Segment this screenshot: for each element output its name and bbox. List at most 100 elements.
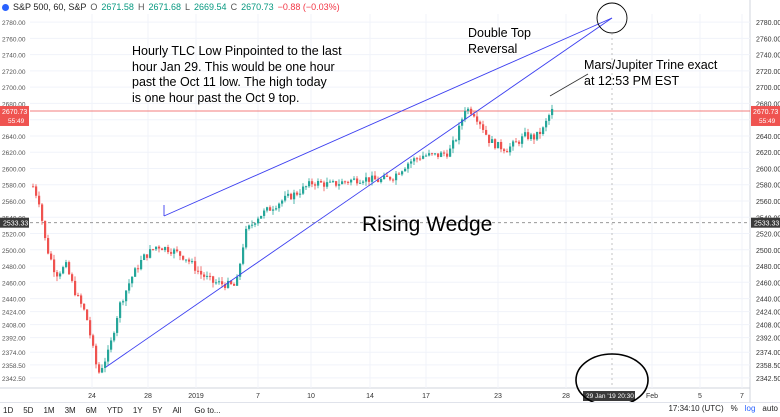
close-label: C (230, 2, 238, 12)
candle-body (437, 153, 440, 157)
range-ytd[interactable]: YTD (106, 405, 123, 415)
y-tick-label: 2740.00 (756, 53, 780, 60)
candle-body (467, 108, 470, 111)
candle-body (353, 178, 356, 180)
last-price-badge-left (0, 105, 29, 126)
y-tick-label-left: 2440.00 (2, 297, 26, 304)
y-tick-label: 2780.00 (756, 20, 780, 27)
y-tick-label: 2460.00 (756, 280, 780, 287)
candle-body (251, 224, 254, 226)
y-tick-label: 2440.00 (756, 297, 780, 304)
chart-grid (0, 0, 751, 402)
candle-body (434, 153, 437, 155)
candle-body (140, 259, 143, 270)
upper-wedge-line (163, 17, 613, 217)
candle-body (422, 155, 425, 159)
candle-body (134, 268, 137, 277)
candle-body (314, 184, 317, 186)
candle-body (50, 253, 53, 260)
candle-body (455, 140, 458, 142)
percent-toggle[interactable]: % (730, 404, 738, 413)
candle-body (41, 204, 44, 221)
candle-body (128, 283, 131, 291)
x-tick-label: 24 (88, 393, 96, 400)
candle-body (425, 155, 428, 157)
candle-body (371, 175, 374, 182)
y-tick-label: 2720.00 (756, 69, 780, 76)
level-badge-text: 2533.33 (754, 221, 779, 228)
candle-body (542, 127, 545, 135)
candle-body (305, 186, 308, 188)
y-tick-label-left: 2620.00 (2, 150, 26, 157)
y-tick-label: 2560.00 (756, 199, 780, 206)
candle-body (275, 208, 278, 210)
candle-body (278, 203, 281, 209)
double-top-line-2: Reversal (468, 41, 518, 56)
candle-body (395, 173, 398, 181)
y-tick-label: 2358.50 (756, 363, 780, 370)
rising-wedge-label: Rising Wedge (362, 213, 493, 236)
log-toggle[interactable]: log (744, 404, 756, 413)
lower-wedge-line (105, 17, 613, 368)
candle-body (413, 158, 416, 162)
range-5d[interactable]: 5D (23, 405, 34, 415)
candle-body (368, 177, 371, 182)
range-5y[interactable]: 5Y (152, 405, 163, 415)
candle-body (161, 248, 164, 251)
candle-body (446, 153, 449, 157)
candle-body (83, 303, 86, 310)
candle-body (122, 301, 125, 303)
candle-body (326, 182, 329, 187)
candle-body (260, 215, 263, 219)
candle-body (419, 158, 422, 160)
double-top-annotation: Double Top Reversal (468, 26, 531, 57)
candle-body (188, 259, 191, 262)
candle-body (194, 261, 197, 271)
candle-body (272, 209, 275, 211)
candle-body (374, 175, 377, 180)
candle-body (200, 270, 203, 275)
candle-body (383, 175, 386, 180)
range-1y[interactable]: 1Y (132, 405, 143, 415)
candle-body (410, 161, 413, 164)
candle-body (113, 332, 116, 341)
candle-body (104, 361, 107, 369)
go-to-button[interactable]: Go to... (194, 405, 221, 415)
candle-body (185, 259, 188, 261)
level-badge-right (751, 217, 780, 228)
low-value: 2669.54 (194, 2, 227, 12)
candle-body (308, 181, 311, 187)
y-tick-label-left: 2520.00 (2, 232, 26, 239)
countdown-text: 55:49 (8, 118, 25, 125)
candle-body (47, 238, 50, 254)
candle-body (191, 261, 194, 263)
candle-body (539, 131, 542, 135)
range-1m[interactable]: 1M (43, 405, 55, 415)
range-6m[interactable]: 6M (85, 405, 97, 415)
cursor-time-text: 29 Jan '19 20:30 (586, 393, 634, 400)
candle-body (125, 290, 128, 302)
y-tick-label-left: 2480.00 (2, 264, 26, 271)
candle-body (221, 281, 224, 285)
range-all[interactable]: All (172, 405, 182, 415)
candle-body (530, 134, 533, 140)
candle-body (503, 149, 506, 152)
range-3m[interactable]: 3M (64, 405, 76, 415)
x-tick-label: 2019 (188, 393, 204, 400)
auto-toggle[interactable]: auto (762, 404, 778, 413)
candle-body (56, 272, 59, 277)
tlc-line-3: past the Oct 11 low. The high today (132, 75, 327, 90)
candle-body (440, 152, 443, 157)
candle-body (236, 276, 239, 286)
range-1d[interactable]: 1D (3, 405, 14, 415)
price-axis: 2780.00 2780.00 2760.00 2760.00 2740.00 2740.… (0, 20, 780, 383)
y-tick-label: 2342.50 (756, 376, 780, 383)
candle-body (359, 182, 362, 184)
symbol-title[interactable]: S&P 500, 60, S&P (13, 2, 87, 12)
candle-body (116, 317, 119, 333)
candle-body (35, 186, 38, 196)
high-value: 2671.68 (148, 2, 181, 12)
y-tick-label-left: 2374.00 (2, 350, 26, 357)
footer-right: 17:34:10 (UTC) % log auto (668, 404, 778, 413)
